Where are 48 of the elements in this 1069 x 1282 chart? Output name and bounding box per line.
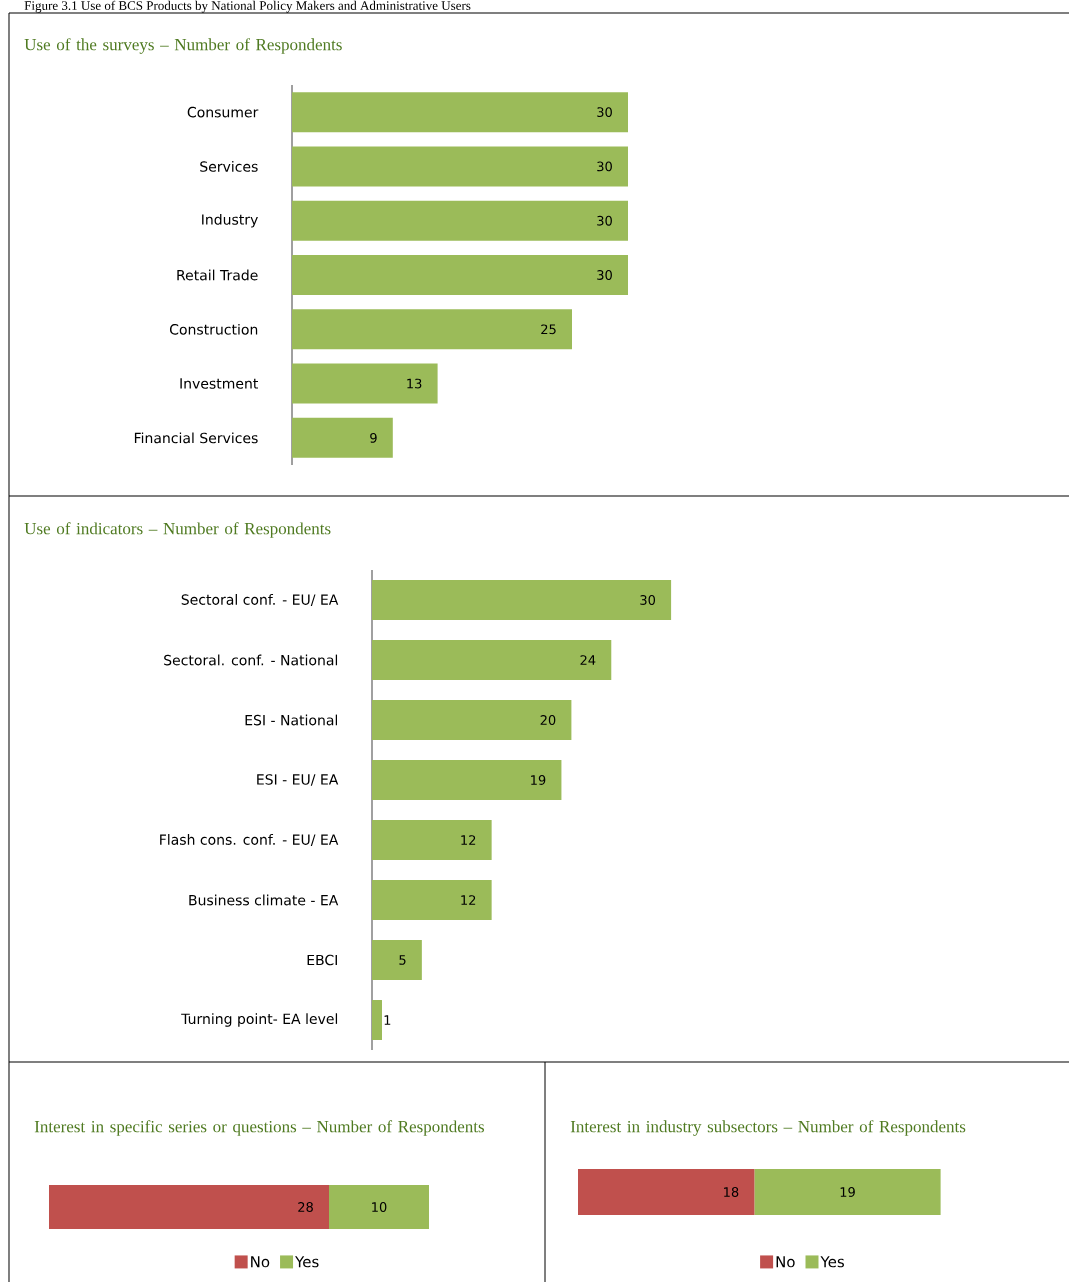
y-tick-label: Turning point- EA level bbox=[181, 1013, 338, 1027]
y-tick-label: ESI - EU/ EA bbox=[257, 774, 339, 786]
data-label: 30 bbox=[640, 595, 656, 605]
chart-title: Use of the surveys – Number of Respondents bbox=[24, 38, 342, 54]
y-tick-label: ESI - National bbox=[245, 714, 338, 726]
y-tick-label: Flash cons. conf. - EU/ EA bbox=[160, 834, 339, 846]
data-label: 30 bbox=[597, 215, 612, 226]
y-tick-label: Business climate - EA bbox=[189, 894, 339, 906]
y-tick-label: Services bbox=[200, 161, 258, 172]
data-label: 30 bbox=[597, 107, 612, 118]
bar bbox=[372, 880, 492, 921]
data-label: 9 bbox=[370, 432, 377, 443]
data-label: 24 bbox=[580, 655, 596, 665]
y-tick-label: Construction bbox=[169, 323, 258, 335]
bar bbox=[292, 363, 438, 404]
bar bbox=[372, 580, 672, 621]
bar bbox=[372, 940, 422, 981]
bar bbox=[292, 417, 393, 458]
bar bbox=[372, 700, 572, 741]
y-tick-label: Industry bbox=[202, 213, 258, 228]
data-label: 25 bbox=[541, 324, 556, 335]
caption: Figure 3.1 Use of BCS Products by National Policy Makers and Administrative Users bbox=[24, 0, 471, 13]
bar bbox=[372, 760, 562, 801]
data-label: 20 bbox=[540, 715, 556, 725]
data-label: 1 bbox=[384, 1015, 391, 1025]
y-tick-label: EBCI bbox=[307, 954, 337, 966]
data-label: 13 bbox=[407, 378, 422, 389]
data-label: 5 bbox=[399, 955, 406, 965]
data-label: 19 bbox=[531, 775, 546, 785]
data-label: 12 bbox=[461, 895, 476, 905]
bar bbox=[372, 1000, 382, 1041]
bar bbox=[292, 255, 628, 296]
y-tick-label: Financial Services bbox=[134, 432, 258, 444]
bar bbox=[372, 820, 492, 861]
y-tick-label: Sectoral. conf. - National bbox=[164, 654, 338, 666]
bar bbox=[292, 92, 628, 133]
bar bbox=[292, 309, 573, 350]
text: Use of indicators – Number of Respondents bbox=[24, 522, 331, 538]
data-label: 12 bbox=[461, 835, 476, 845]
y-tick-label: Investment bbox=[180, 378, 259, 389]
y-tick-label: Consumer bbox=[187, 106, 259, 118]
data-label: 30 bbox=[597, 270, 612, 280]
y-tick-label: Sectoral conf. - EU/ EA bbox=[181, 594, 339, 606]
bar bbox=[292, 146, 628, 187]
bar bbox=[292, 200, 628, 241]
bar bbox=[372, 640, 612, 681]
data-label: 30 bbox=[597, 161, 612, 172]
y-tick-label: Retail Trade bbox=[177, 269, 258, 281]
